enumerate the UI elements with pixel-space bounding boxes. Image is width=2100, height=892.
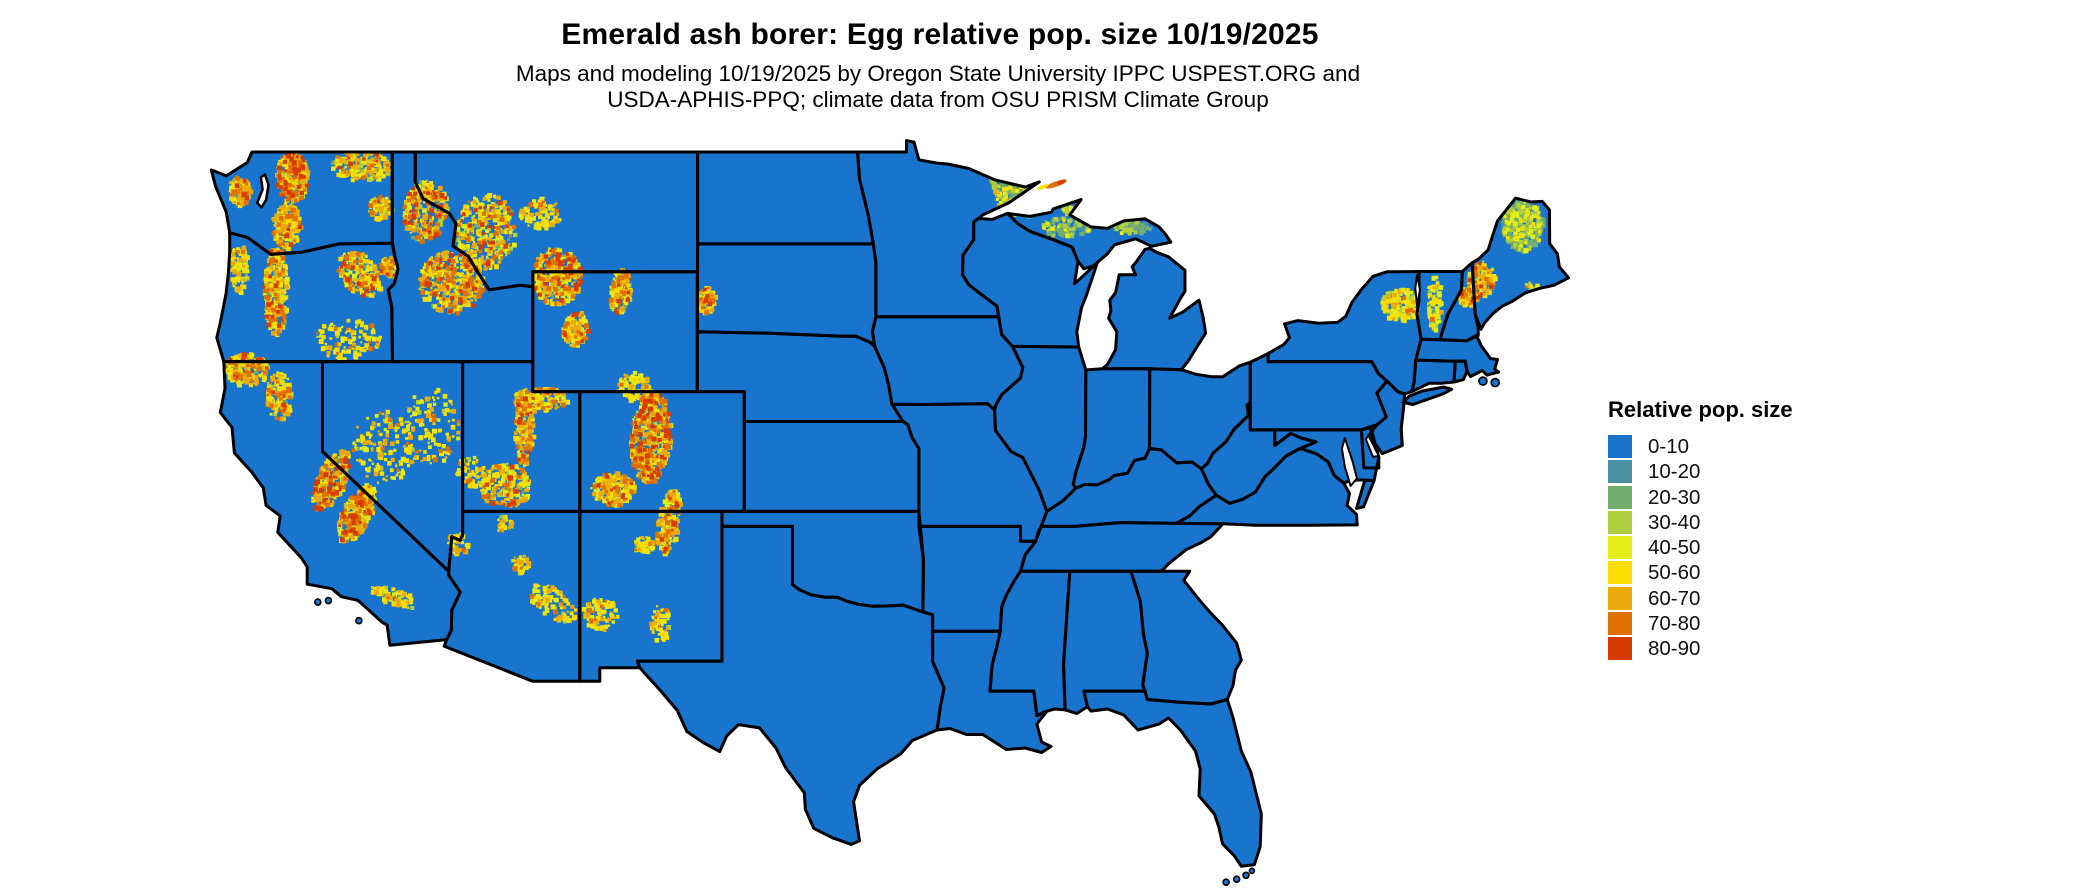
state-me — [1472, 198, 1569, 330]
state-fl — [1083, 691, 1262, 867]
legend-swatch — [1608, 561, 1632, 585]
legend-item-label: 70-80 — [1648, 612, 1701, 636]
state-wv — [1201, 402, 1317, 504]
legend-item: 70-80 — [1608, 612, 1793, 636]
legend-item-label: 80-90 — [1648, 637, 1701, 661]
legend-swatch — [1608, 435, 1632, 458]
legend-item-label: 10-20 — [1648, 460, 1701, 484]
subtitle-line-1: Maps and modeling 10/19/2025 by Oregon S… — [515, 61, 1361, 86]
legend: Relative pop. size 0-10 10-20 20-30 30-40 40… — [1608, 397, 1793, 663]
page-title: Emerald ash borer: Egg relative pop. siz… — [561, 18, 1319, 51]
legend-item-label: 0-10 — [1648, 435, 1690, 458]
legend-item-label: 40-50 — [1648, 536, 1701, 560]
state-mo — [891, 403, 1047, 542]
state-ok — [722, 511, 924, 612]
state-ga — [1130, 571, 1242, 704]
legend-items: 0-10 10-20 20-30 30-40 40-50 50-60 60-70 70-80 8… — [1608, 435, 1793, 661]
legend-item: 80-90 — [1608, 637, 1793, 661]
legend-item-label: 50-60 — [1648, 561, 1701, 585]
state-ia — [872, 316, 1023, 411]
state-ar — [918, 526, 1036, 632]
legend-item: 40-50 — [1608, 536, 1793, 560]
legend-swatch — [1608, 460, 1632, 484]
state-az — [444, 511, 580, 682]
state-id — [388, 152, 533, 362]
state-wy — [532, 271, 698, 392]
state-wi — [962, 213, 1098, 347]
state-mi_lp — [1102, 248, 1206, 370]
legend-item-label: 20-30 — [1648, 485, 1701, 509]
state-ct — [1411, 360, 1456, 392]
state-ca — [220, 361, 461, 646]
legend-swatch — [1608, 536, 1632, 560]
state-il — [994, 346, 1086, 512]
state-sd — [697, 243, 876, 347]
legend-swatch — [1608, 637, 1632, 661]
subtitle-line-2: USDA-APHIS-PPQ; climate data from OSU PR… — [607, 87, 1269, 112]
legend-swatch — [1608, 485, 1632, 509]
map-subtitle: Maps and modeling 10/19/2025 by Oregon S… — [516, 61, 1360, 113]
state-nd — [697, 152, 874, 244]
legend-item: 20-30 — [1608, 485, 1793, 509]
state-ms — [989, 571, 1070, 716]
legend-item-label: 60-70 — [1648, 586, 1701, 610]
state-nm — [579, 511, 722, 682]
state-pa — [1250, 353, 1387, 430]
state-li — [1403, 387, 1452, 405]
legend-item: 0-10 — [1608, 435, 1793, 458]
state-ks — [744, 421, 919, 512]
state-ind — [1073, 368, 1150, 489]
legend-item: 60-70 — [1608, 586, 1793, 610]
state-al — [1063, 571, 1148, 714]
legend-swatch — [1608, 586, 1632, 610]
state-ma — [1415, 335, 1499, 377]
legend-swatch — [1608, 612, 1632, 636]
legend-item: 10-20 — [1608, 460, 1793, 484]
legend-item: 50-60 — [1608, 561, 1793, 585]
legend-item: 30-40 — [1608, 510, 1793, 534]
legend-title: Relative pop. size — [1608, 397, 1793, 422]
state-va — [1176, 448, 1358, 526]
legend-swatch — [1608, 510, 1632, 534]
state-ky — [1041, 448, 1217, 527]
legend-item-label: 30-40 — [1648, 510, 1701, 534]
state-wa — [211, 152, 393, 255]
state-ne — [697, 331, 903, 422]
